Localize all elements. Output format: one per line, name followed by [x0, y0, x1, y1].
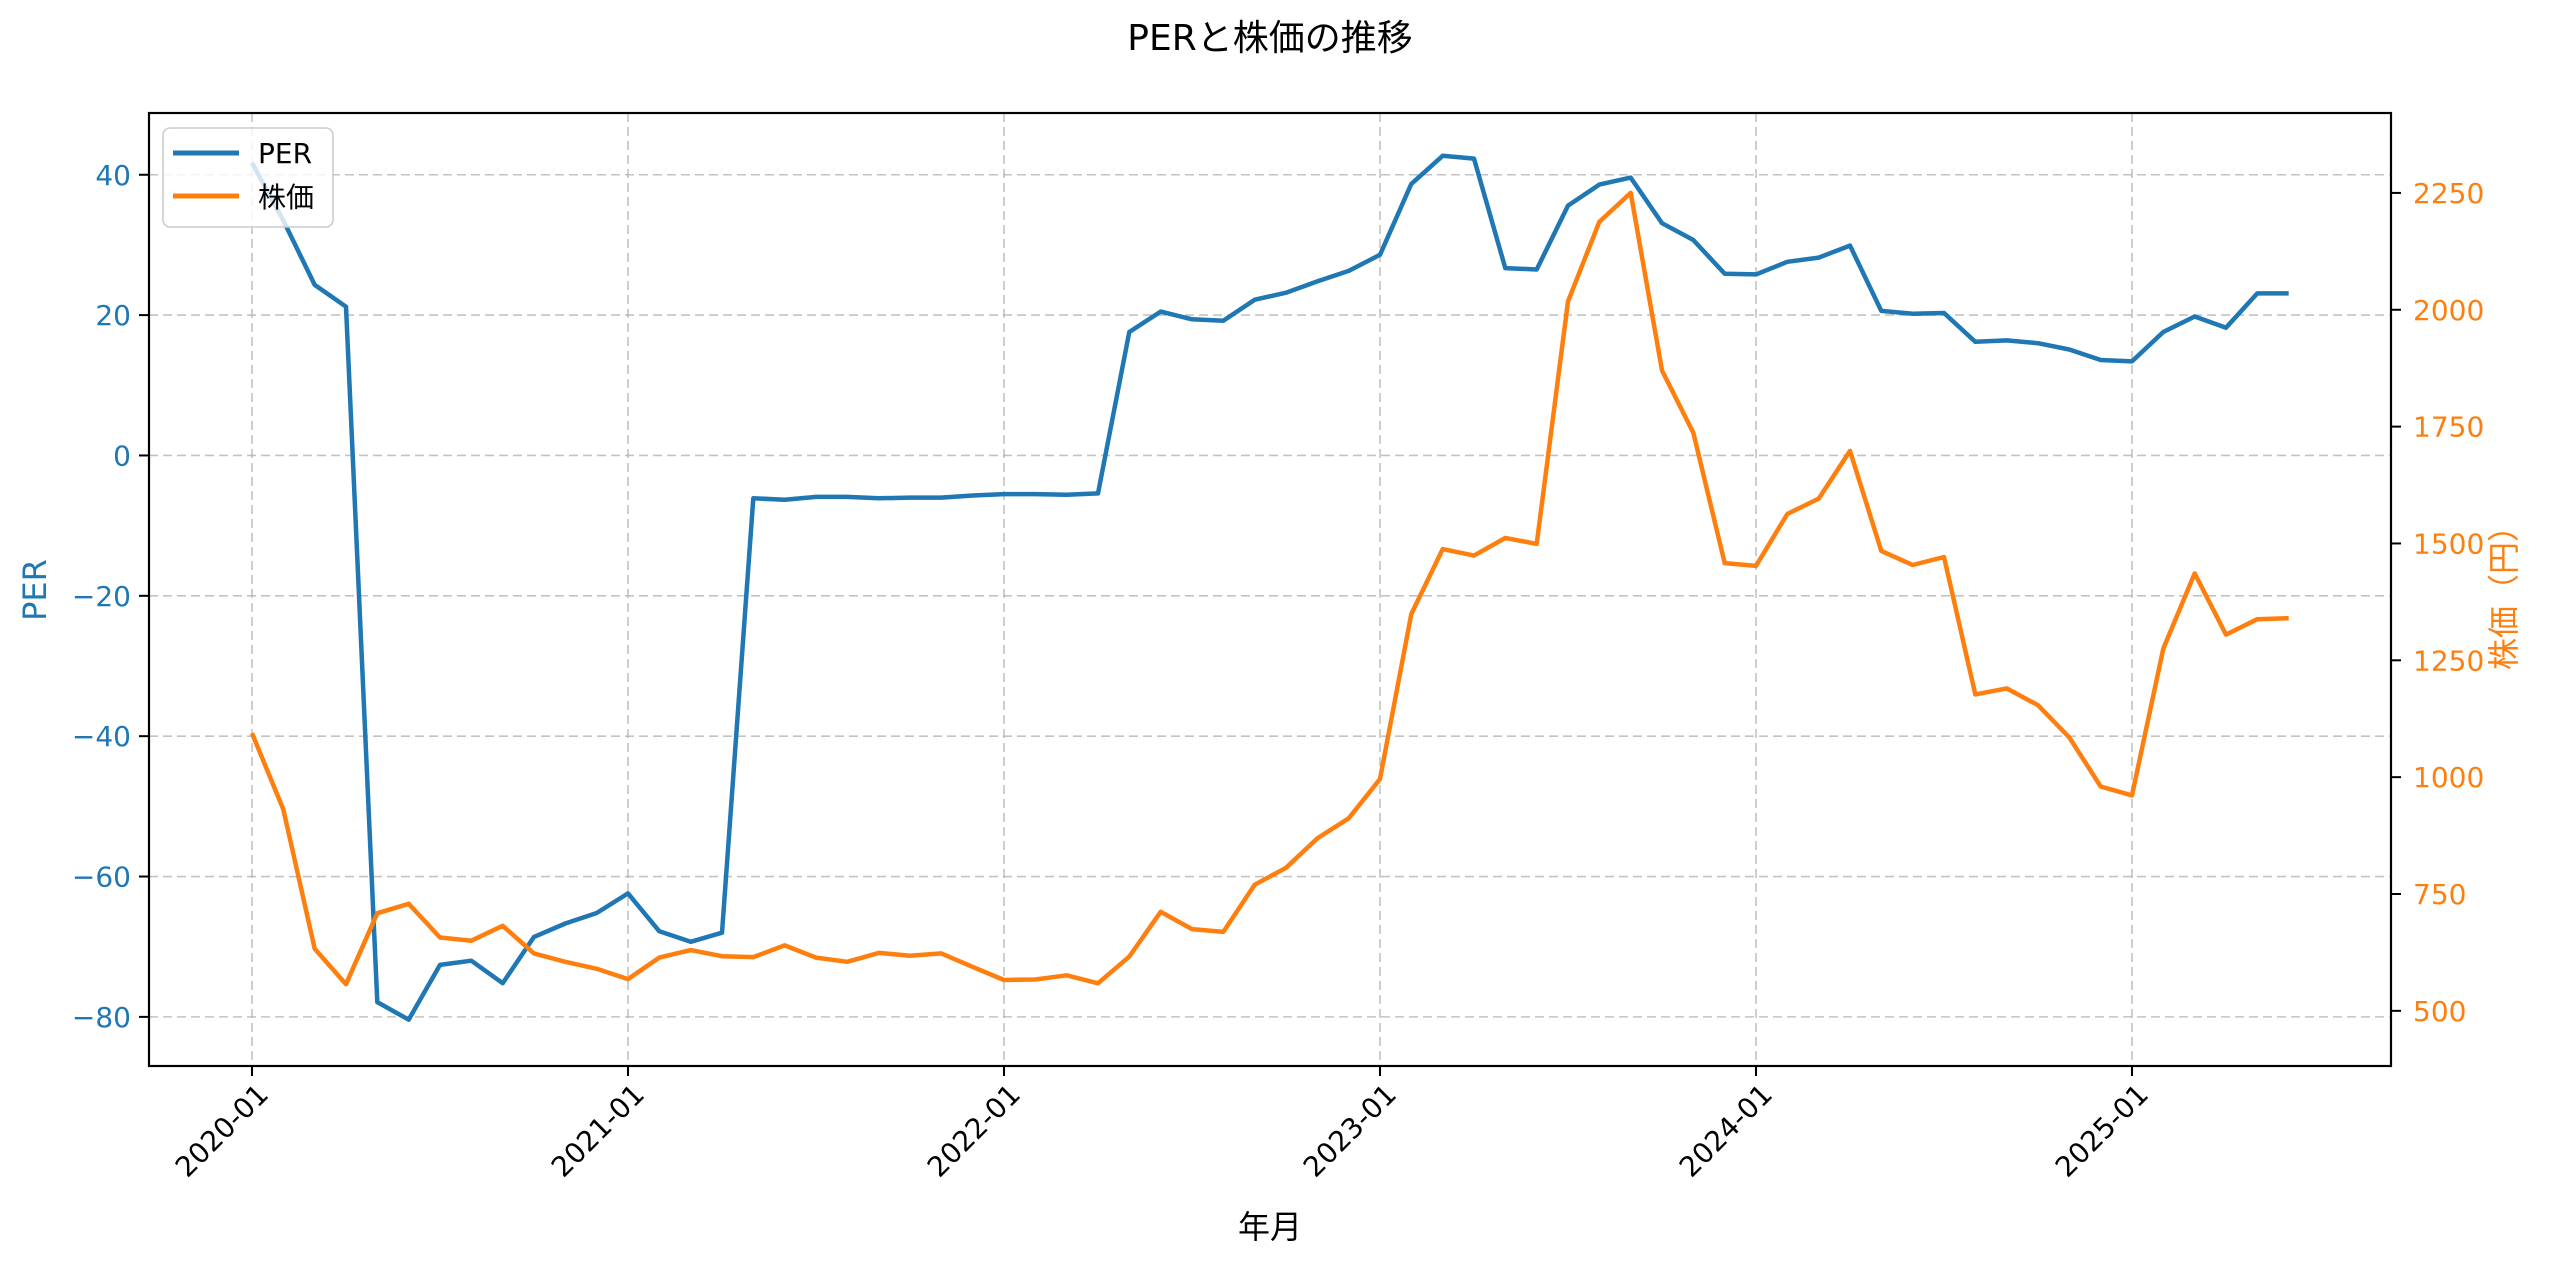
- left-tick-label: −40: [72, 720, 131, 753]
- right-tick-label: 1500: [2413, 527, 2484, 560]
- left-y-axis: −80 −60 −40 −20 0 20 40: [72, 159, 149, 1034]
- left-tick-label: −20: [72, 580, 131, 613]
- right-tick-label: 2250: [2413, 177, 2484, 210]
- x-tick-label: 2020-01: [169, 1078, 275, 1184]
- right-tick-label: 500: [2413, 995, 2466, 1028]
- price-series-line: [249, 190, 2289, 987]
- right-y-axis: 500 750 1000 1250 1500 1750 2000 2250: [2391, 177, 2484, 1028]
- y-axis-label-right: 株価（円）: [2485, 510, 2523, 670]
- left-tick-label: −80: [72, 1001, 131, 1034]
- x-axis: 2020-01 2021-01 2022-01 2023-01 2024-01 2025-…: [169, 1066, 2155, 1184]
- y-axis-label-left: PER: [16, 559, 54, 621]
- per-series-line: [250, 153, 2289, 1022]
- left-tick-label: 40: [95, 159, 131, 192]
- x-tick-label: 2025-01: [2049, 1078, 2155, 1184]
- plot-frame: [147, 111, 2393, 1068]
- legend-label-per: PER: [258, 137, 312, 170]
- chart-title: PERと株価の推移: [1127, 18, 1412, 59]
- left-tick-label: −60: [72, 861, 131, 894]
- right-tick-label: 1250: [2413, 644, 2484, 677]
- x-tick-label: 2024-01: [1673, 1078, 1779, 1184]
- x-tick-label: 2023-01: [1297, 1078, 1403, 1184]
- right-tick-label: 1000: [2413, 761, 2484, 794]
- x-tick-label: 2022-01: [921, 1078, 1027, 1184]
- x-axis-label: 年月: [1238, 1208, 1302, 1246]
- series-lines: [249, 153, 2289, 1022]
- grid-lines: [149, 113, 2391, 1066]
- right-tick-label: 1750: [2413, 411, 2484, 444]
- left-tick-label: 20: [95, 299, 131, 332]
- left-tick-label: 0: [113, 439, 131, 472]
- right-tick-label: 750: [2413, 878, 2466, 911]
- legend: PER 株価: [162, 127, 334, 228]
- x-tick-label: 2021-01: [545, 1078, 651, 1184]
- legend-label-price: 株価: [258, 181, 314, 214]
- right-tick-label: 2000: [2413, 294, 2484, 327]
